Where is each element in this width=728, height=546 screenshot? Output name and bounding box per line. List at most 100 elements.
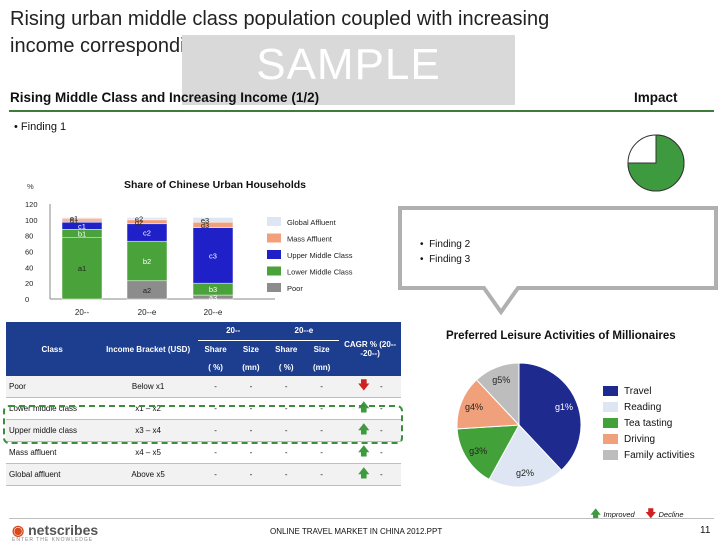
- down-arrow-icon: 🡇: [357, 378, 370, 392]
- arrow-legend: 🡅 Improved 🡇 Decline: [590, 505, 684, 524]
- y-tick-label: 60: [25, 248, 33, 257]
- page-number: 11: [700, 525, 711, 536]
- th-share-unit-1: ( %): [208, 362, 223, 372]
- pie-label: g4%: [465, 402, 483, 412]
- cell-income: Below x1: [98, 376, 198, 398]
- legend-item: Reading: [603, 399, 695, 415]
- up-arrow-icon: 🡅: [357, 400, 370, 414]
- cell-income: x4 – x5: [98, 441, 198, 464]
- cell-cagr: 🡅 -: [339, 463, 401, 486]
- th-cagr: CAGR % (20---20--): [344, 340, 397, 358]
- bar-segment-a1: [61, 237, 103, 300]
- logo-name: netscribes: [28, 522, 99, 538]
- legend-swatch: [603, 434, 618, 444]
- bar-label-a1: a1: [78, 264, 86, 273]
- table-row: Mass affluent x4 – x5- - - - 🡅 -: [6, 441, 401, 464]
- legend-label: Reading: [624, 401, 662, 413]
- cagr-value: -: [379, 470, 383, 479]
- th-year2: 20--e: [268, 322, 340, 341]
- bar-label-a3: a3: [209, 293, 217, 302]
- cell-size-1: -: [233, 397, 269, 420]
- th-size-2: Size: [313, 344, 330, 354]
- bar-label-e2: e2: [135, 215, 143, 224]
- legend-item: Driving: [603, 431, 695, 447]
- table-row: Poor Below x1- - - - 🡇 -: [6, 376, 401, 398]
- legend-item: Family activities: [603, 447, 695, 463]
- cell-share-1: -: [197, 376, 234, 398]
- th-share-2: Share: [275, 344, 298, 354]
- cell-share-2: -: [268, 441, 304, 464]
- pie-slice-travel: [518, 362, 582, 471]
- middle-class-highlight: [3, 405, 403, 444]
- up-arrow-icon: 🡅: [357, 466, 370, 480]
- cell-cagr: 🡅 -: [339, 419, 401, 442]
- legend-label: Tea tasting: [624, 417, 673, 429]
- cell-share-2: -: [268, 376, 304, 398]
- cell-size-2: -: [303, 463, 340, 486]
- pie-title: Preferred Leisure Activities of Milliona…: [446, 330, 676, 342]
- bar-label-e3: e3: [201, 216, 209, 225]
- bar-label-b1: b1: [78, 229, 86, 238]
- logo-mark-icon: ◉: [12, 522, 25, 538]
- pie-label: g5%: [492, 375, 510, 385]
- legend-swatch: [267, 233, 281, 243]
- y-tick-label: 0: [25, 295, 29, 304]
- legend-swatch: [267, 217, 281, 226]
- legend-item: Travel: [603, 383, 695, 399]
- cell-cagr: 🡇 -: [339, 376, 401, 398]
- pie-slice-tea-tasting: [456, 424, 520, 481]
- bar-segment-e2: [126, 217, 168, 221]
- down-arrow-icon: 🡇: [645, 508, 657, 520]
- legend-swatch: [267, 250, 281, 259]
- finding-2: • Finding 2: [420, 239, 471, 250]
- legend-label: Driving: [624, 433, 656, 445]
- legend-item: Tea tasting: [603, 415, 695, 431]
- cell-size-2: -: [303, 441, 340, 464]
- cell-share-2: -: [268, 419, 304, 442]
- cell-size-2: -: [303, 376, 340, 398]
- up-arrow-icon: 🡅: [357, 422, 370, 436]
- th-share-1: Share: [204, 344, 227, 354]
- cagr-value: -: [379, 448, 383, 457]
- table-row: Global affluent Above x5- - - - 🡅 -: [6, 463, 401, 486]
- th-size-1: Size: [242, 344, 259, 354]
- cell-income: Above x5: [98, 463, 198, 486]
- impact-harvey-ball: [627, 134, 685, 192]
- bar-segment-d2: [126, 219, 168, 225]
- cell-class: Lower middle class: [6, 397, 99, 420]
- legend-swatch: [267, 283, 281, 292]
- cell-size-1: -: [233, 376, 269, 398]
- bar-segment-e3: [192, 217, 234, 223]
- y-tick-label: 100: [25, 216, 38, 225]
- bar-label-d2: d2: [135, 218, 143, 227]
- cell-share-1: -: [197, 397, 234, 420]
- pie-slice-driving: [456, 379, 521, 430]
- cell-size-1: -: [233, 441, 269, 464]
- cell-class: Poor: [6, 376, 99, 398]
- th-year1: 20--: [197, 322, 269, 341]
- x-tick-label: 20--: [75, 308, 90, 317]
- bar-label-d3: d3: [201, 221, 209, 230]
- legend-label: Global Affluent: [287, 218, 337, 227]
- cell-share-2: -: [268, 397, 304, 420]
- bar-segment-d1: [61, 218, 103, 223]
- y-tick-label: 120: [25, 200, 38, 209]
- finding-3: • Finding 3: [420, 254, 471, 265]
- cell-income: x3 – x4: [98, 419, 198, 442]
- sample-watermark: SAMPLE: [182, 35, 515, 105]
- cell-size-2: -: [303, 397, 340, 420]
- document-name: ONLINE TRAVEL MARKET IN CHINA 2012.PPT: [270, 527, 443, 536]
- legend-label: Lower Middle Class: [287, 268, 353, 277]
- pie-label: g2%: [516, 468, 534, 478]
- cell-class: Global affluent: [6, 463, 99, 486]
- cell-income: x1 – x2: [98, 397, 198, 420]
- cell-class: Mass affluent: [6, 441, 99, 464]
- pie-label: g1%: [555, 402, 573, 412]
- cell-cagr: 🡅 -: [339, 397, 401, 420]
- bar-chart-title: Share of Chinese Urban Households: [124, 179, 306, 191]
- legend-label: Mass Affluent: [287, 235, 333, 244]
- decline-label: Decline: [658, 510, 684, 519]
- bar-label-b3: b3: [209, 285, 217, 294]
- footer-divider: [9, 518, 714, 519]
- callout-findings: • Finding 2 • Finding 3: [420, 237, 470, 267]
